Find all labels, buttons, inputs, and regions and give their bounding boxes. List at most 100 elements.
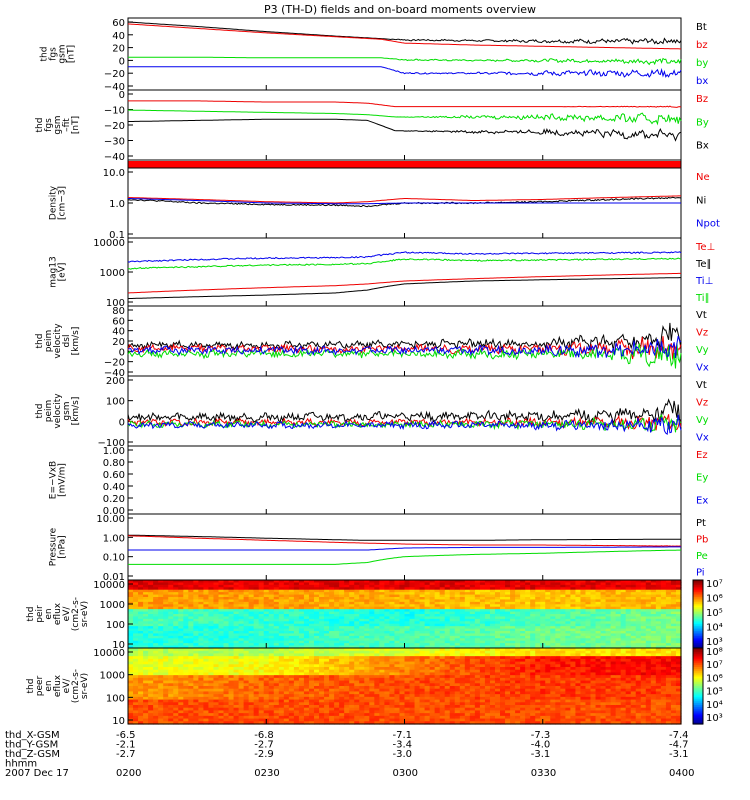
spectrogram-cell (273, 702, 280, 706)
spectrogram-cell (469, 582, 476, 586)
spectrogram-cell (253, 661, 260, 665)
spectrogram-cell (324, 643, 330, 647)
spectrogram-cell (349, 635, 355, 639)
spectrogram-cell (489, 599, 496, 603)
spectrogram-cell (248, 614, 255, 618)
colorbar-cell (693, 593, 703, 596)
spectrogram-cell (278, 626, 285, 630)
series-line-Pt (127, 534, 681, 541)
spectrogram-cell (525, 604, 531, 608)
spectrogram-cell (464, 609, 471, 613)
spectrogram-cell (545, 589, 551, 593)
spectrogram-cell (484, 601, 491, 605)
spectrogram-cell (645, 584, 652, 588)
spectrogram-cell (369, 597, 375, 601)
spectrogram-cell (273, 628, 280, 632)
spectrogram-cell (585, 645, 592, 649)
spectrogram-cell (193, 597, 199, 601)
spectrogram-cell (258, 614, 265, 618)
spectrogram-cell (178, 683, 184, 687)
spectrogram-cell (349, 611, 355, 615)
spectrogram-cell (133, 694, 139, 698)
spectrogram-cell (319, 664, 325, 668)
spectrogram-cell (555, 580, 561, 584)
spectrogram-cell (163, 623, 169, 627)
spectrogram-cell (655, 601, 662, 605)
spectrogram-cell (570, 626, 577, 630)
spectrogram-cell (324, 594, 330, 598)
spectrogram-cell (605, 592, 612, 596)
spectrogram-cell (208, 631, 215, 635)
spectrogram-cell (248, 599, 255, 603)
spectrogram-cell (555, 604, 561, 608)
spectrogram-cell (500, 621, 506, 625)
spectrogram-cell (228, 705, 235, 709)
spectrogram-cell (193, 601, 199, 605)
spectrogram-cell (314, 616, 320, 620)
spectrogram-cell (389, 664, 396, 668)
spectrogram-cell (630, 628, 637, 632)
spectrogram-cell (213, 584, 220, 588)
spectrogram-cell (168, 707, 174, 712)
spectrogram-cell (283, 645, 290, 649)
spectrogram-cell (173, 664, 179, 668)
spectrogram-cell (208, 616, 215, 620)
spectrogram-cell (308, 694, 315, 698)
spectrogram-cell (208, 609, 215, 613)
spectrogram-cell (128, 597, 134, 601)
spectrogram-cell (203, 658, 210, 663)
spectrogram-cell (198, 594, 205, 598)
spectrogram-cell (168, 606, 174, 610)
spectrogram-cell (565, 623, 571, 627)
spectrogram-cell (293, 718, 300, 722)
spectrogram-cell (575, 611, 582, 615)
spectrogram-cell (580, 645, 587, 649)
spectrogram-cell (183, 715, 189, 720)
spectrogram-cell (510, 587, 516, 591)
spectrogram-cell (505, 611, 511, 615)
spectrogram-cell (655, 633, 662, 637)
spectrogram-cell (163, 715, 169, 720)
spectrogram-cell (650, 589, 657, 593)
spectrogram-cell (655, 623, 662, 627)
spectrogram-cell (218, 621, 225, 625)
spectrogram-cell (258, 718, 265, 722)
spectrogram-cell (389, 597, 396, 601)
spectrogram-cell (394, 683, 401, 687)
spectrogram-cell (228, 707, 235, 712)
spectrogram-cell (394, 672, 401, 676)
spectrogram-cell (228, 688, 235, 693)
spectrogram-cell (469, 628, 476, 632)
spectrogram-cell (605, 604, 612, 608)
spectrogram-cell (545, 631, 551, 635)
spectrogram-cell (675, 589, 682, 593)
spectrogram-cell (399, 667, 406, 671)
spectrogram-cell (128, 694, 134, 698)
spectrogram-cell (283, 587, 290, 591)
spectrogram-cell (605, 643, 612, 647)
spectrogram-cell (319, 653, 325, 657)
spectrogram-cell (630, 587, 637, 591)
spectrogram-cell (434, 645, 441, 649)
spectrogram-cell (248, 623, 255, 627)
spectrogram-cell (133, 601, 139, 605)
spectrogram-cell (173, 650, 179, 655)
spectrogram-cell (650, 587, 657, 591)
spectrogram-cell (183, 599, 189, 603)
spectrogram-cell (474, 638, 481, 642)
spectrogram-cell (565, 589, 571, 593)
spectrogram-cell (153, 686, 159, 690)
spectrogram-cell (389, 650, 396, 655)
spectrogram-cell (494, 582, 501, 586)
spectrogram-cell (379, 628, 385, 632)
spectrogram-cell (228, 592, 235, 596)
spectrogram-cell (128, 705, 134, 709)
spectrogram-cell (459, 589, 466, 593)
spectrogram-cell (394, 638, 401, 642)
spectrogram-cell (143, 686, 149, 690)
spectrogram-cell (555, 643, 561, 647)
spectrogram-cell (525, 614, 531, 618)
spectrogram-cell (188, 672, 194, 676)
spectrogram-cell (585, 618, 592, 622)
